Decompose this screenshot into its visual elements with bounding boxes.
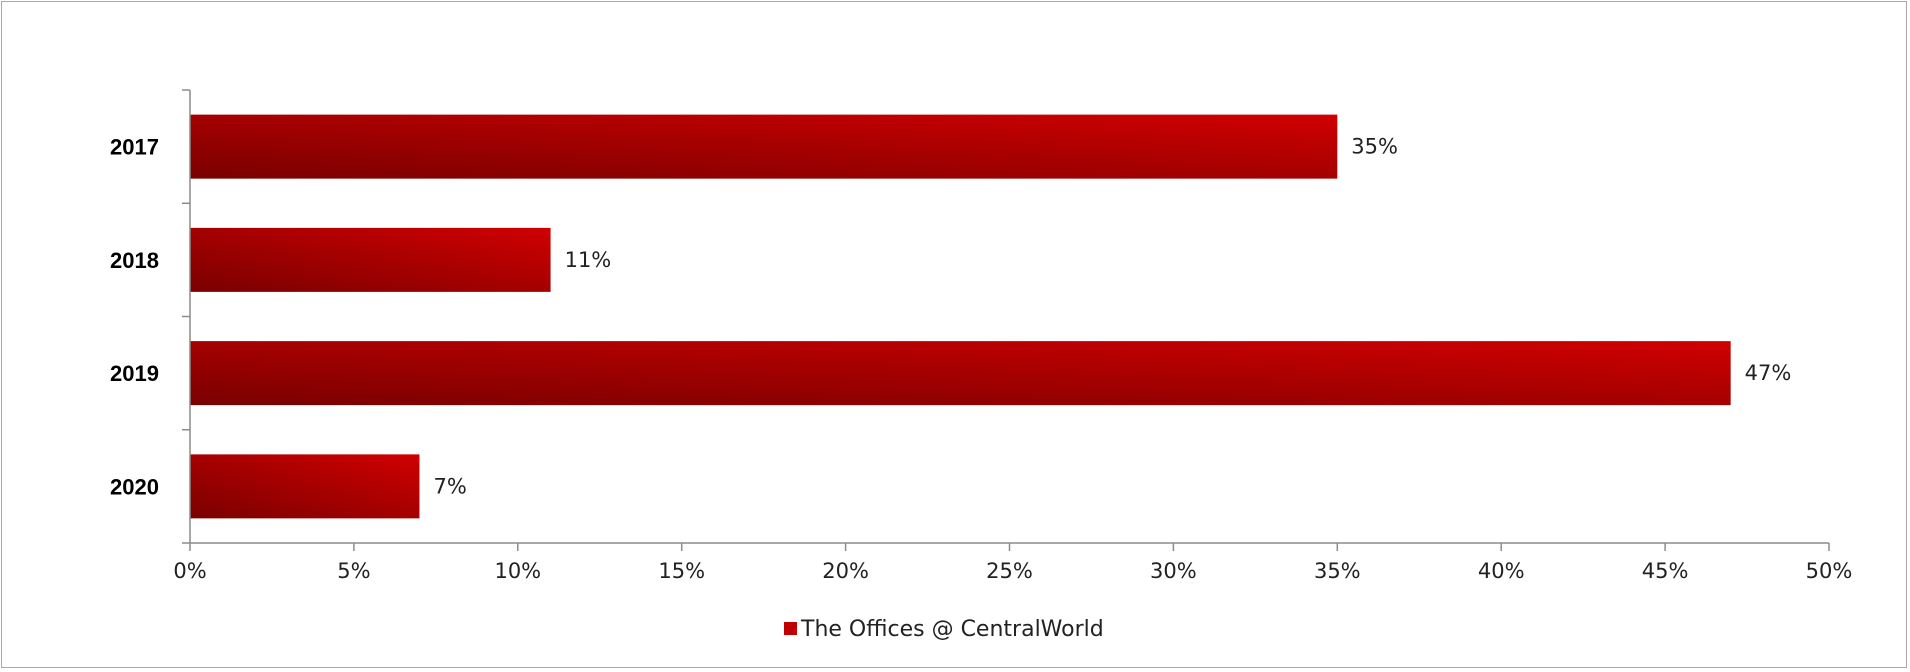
category-label-2017: 2017 [110,135,159,160]
bar-2019 [190,341,1731,406]
x-tick-label: 15% [658,559,705,583]
legend: The Offices @ CentralWorld [784,617,1104,642]
x-tick-label: 50% [1806,559,1853,583]
data-label-2018: 11% [565,248,612,272]
x-tick-label: 45% [1642,559,1689,583]
x-tick-label: 25% [986,559,1033,583]
legend-label: The Offices @ CentralWorld [800,617,1104,642]
category-label-2019: 2019 [110,361,159,386]
category-label-2018: 2018 [110,248,159,273]
x-tick-label: 5% [337,559,370,583]
x-tick-label: 30% [1150,559,1197,583]
x-tick-label: 40% [1478,559,1525,583]
axes-layer [182,89,1830,551]
data-label-2019: 47% [1745,361,1792,385]
x-tick-label: 10% [494,559,541,583]
bar-2020 [190,454,420,519]
labels-layer: 2017 35% 2018 11% 2019 47% 2020 7% 0% 5% 10% 15% 20%… [110,135,1852,583]
bar-2017 [190,114,1338,179]
data-label-2020: 7% [433,474,466,498]
legend-swatch [784,622,797,635]
category-label-2020: 2020 [110,474,159,499]
x-tick-label: 0% [173,559,206,583]
x-tick-label: 35% [1314,559,1361,583]
data-label-2017: 35% [1351,135,1398,159]
bars-layer [190,114,1731,519]
bar-2018 [190,227,551,292]
x-tick-label: 20% [822,559,869,583]
